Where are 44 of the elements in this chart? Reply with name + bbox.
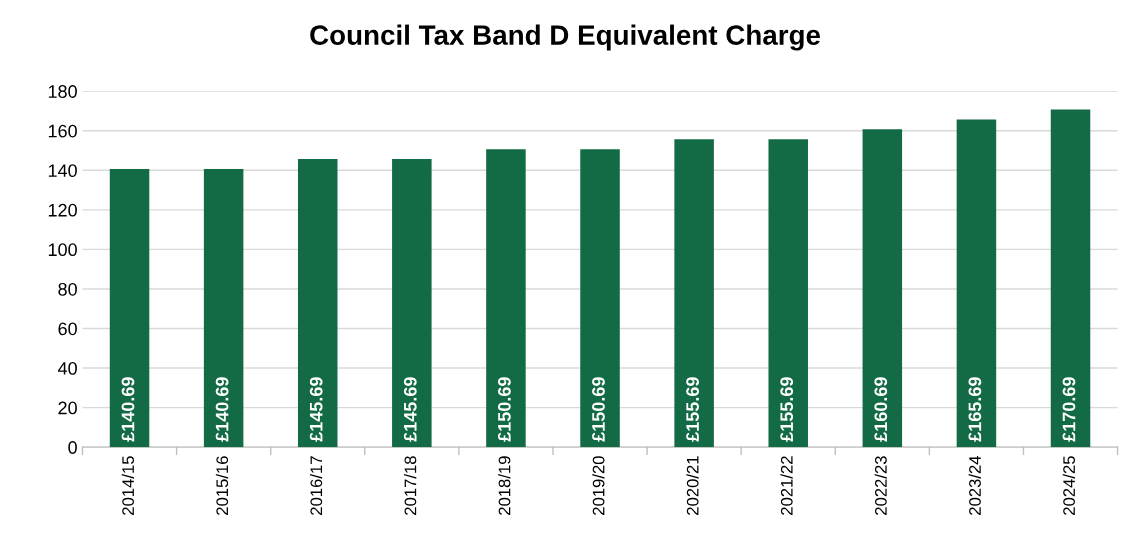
chart-title: Council Tax Band D Equivalent Charge (310, 24, 821, 51)
y-tick-label: 40 (57, 362, 77, 375)
data-label: £170.69 (1062, 377, 1076, 442)
bar (862, 129, 903, 448)
y-tick-label: 160 (48, 124, 77, 138)
data-label: £160.69 (874, 377, 888, 442)
y-tick-label: 0 (68, 441, 77, 454)
bar (297, 159, 338, 448)
y-tick-label: 80 (58, 282, 77, 296)
data-label: £155.69 (686, 377, 699, 442)
bar (203, 168, 244, 448)
bar (674, 139, 714, 448)
bar (768, 139, 808, 448)
x-tick-label: 2017/18 (404, 456, 417, 515)
data-label: £140.69 (215, 377, 229, 442)
y-tick-label: 60 (58, 322, 77, 336)
data-label: £145.69 (403, 377, 417, 442)
bar (486, 149, 526, 448)
x-tick-label: 2015/16 (215, 456, 229, 515)
y-tick-label: 180 (48, 85, 77, 98)
y-tick-label: 20 (58, 401, 77, 415)
bar (956, 119, 997, 448)
x-tick-label: 2016/17 (309, 456, 323, 515)
bar (1050, 109, 1091, 448)
data-label: £150.69 (592, 377, 605, 442)
data-label: £165.69 (968, 377, 982, 442)
x-tick-label: 2018/19 (498, 456, 511, 515)
bar (392, 159, 432, 448)
x-tick-label: 2019/20 (592, 456, 605, 515)
y-tick-label: 100 (48, 243, 77, 257)
data-label: £145.69 (309, 377, 323, 442)
x-tick-label: 2023/24 (968, 455, 981, 515)
x-tick-label: 2022/23 (874, 456, 887, 515)
x-tick-label: 2014/15 (121, 456, 135, 515)
y-tick-label: 120 (48, 203, 77, 217)
data-label: £150.69 (497, 377, 511, 442)
data-label: £140.69 (121, 377, 135, 442)
y-tick-label: 140 (48, 164, 77, 178)
x-tick-label: 2024/25 (1062, 456, 1075, 515)
bar (109, 168, 150, 448)
x-tick-label: 2021/22 (780, 456, 793, 515)
data-label: £155.69 (780, 377, 794, 442)
bar (580, 149, 620, 448)
x-tick-label: 2020/21 (686, 456, 699, 515)
